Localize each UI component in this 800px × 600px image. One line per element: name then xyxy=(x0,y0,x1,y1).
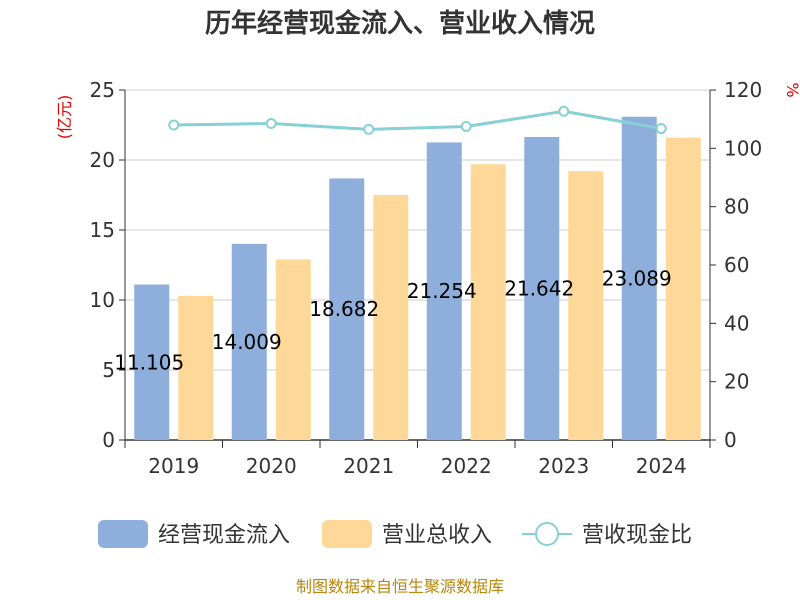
bar-value-label: 14.009 xyxy=(212,330,282,354)
left-tick-label: 25 xyxy=(90,78,115,102)
ratio-point xyxy=(460,120,472,132)
bar-value-label: 21.254 xyxy=(407,279,477,303)
bar xyxy=(231,243,267,440)
ratio-point xyxy=(558,105,570,117)
bars xyxy=(134,116,701,440)
left-axis-unit: (亿元) xyxy=(55,95,74,140)
bar xyxy=(373,195,409,440)
ratio-line xyxy=(168,105,667,135)
bar-value-label: 18.682 xyxy=(309,297,379,321)
bar-labels: 11.105 14.009 18.682 21.254 21.642 23.089 xyxy=(114,266,671,374)
right-tick-label: 120 xyxy=(724,78,762,102)
bar xyxy=(665,137,701,440)
x-tick-label: 2024 xyxy=(636,454,687,478)
bar xyxy=(329,178,365,440)
bar xyxy=(178,295,214,440)
x-tick-label: 2019 xyxy=(148,454,199,478)
bar xyxy=(568,171,604,440)
legend-swatch xyxy=(322,520,372,548)
source-note: 制图数据来自恒生聚源数据库 xyxy=(296,577,504,596)
right-tick-label: 40 xyxy=(724,311,749,335)
right-tick-label: 60 xyxy=(724,253,749,277)
bar xyxy=(134,284,170,440)
left-tick-label: 10 xyxy=(90,288,115,312)
x-tick-label: 2022 xyxy=(441,454,492,478)
gridlines xyxy=(125,89,710,371)
bar-value-label: 21.642 xyxy=(504,277,574,301)
legend-label: 营业总收入 xyxy=(382,523,492,548)
x-tick-label: 2021 xyxy=(343,454,394,478)
legend-label: 经营现金流入 xyxy=(158,523,290,548)
left-tick-label: 20 xyxy=(90,148,115,172)
right-tick-label: 20 xyxy=(724,370,749,394)
left-tick-label: 0 xyxy=(102,428,115,452)
right-tick-label: 100 xyxy=(724,136,762,160)
bar xyxy=(426,142,462,440)
bar xyxy=(275,259,311,440)
ratio-line-path xyxy=(173,109,662,131)
bar xyxy=(621,116,657,440)
bar-value-label: 11.105 xyxy=(114,350,184,374)
legend: 经营现金流入 营业总收入 营收现金比 xyxy=(98,520,692,548)
legend-marker xyxy=(535,522,559,546)
bar xyxy=(524,137,560,440)
bar xyxy=(470,164,506,440)
right-tick-label: 0 xyxy=(724,428,737,452)
axes: 0 5 10 15 20 25 0 20 40 60 80 100 120 2019 2020 2021 202… xyxy=(90,78,763,478)
right-axis-unit: % xyxy=(783,82,800,97)
x-tick-label: 2023 xyxy=(538,454,589,478)
ratio-point xyxy=(655,123,667,134)
ratio-point xyxy=(363,123,375,135)
right-tick-label: 80 xyxy=(724,195,749,219)
ratio-point xyxy=(265,118,277,130)
left-tick-label: 15 xyxy=(90,218,115,242)
chart-title: 历年经营现金流入、营业收入情况 xyxy=(205,8,595,39)
bar-value-label: 23.089 xyxy=(602,266,672,290)
ratio-point xyxy=(168,119,180,131)
legend-label: 营收现金比 xyxy=(582,523,692,548)
legend-swatch xyxy=(98,520,148,548)
left-tick-label: 5 xyxy=(102,358,115,382)
x-tick-label: 2020 xyxy=(246,454,297,478)
